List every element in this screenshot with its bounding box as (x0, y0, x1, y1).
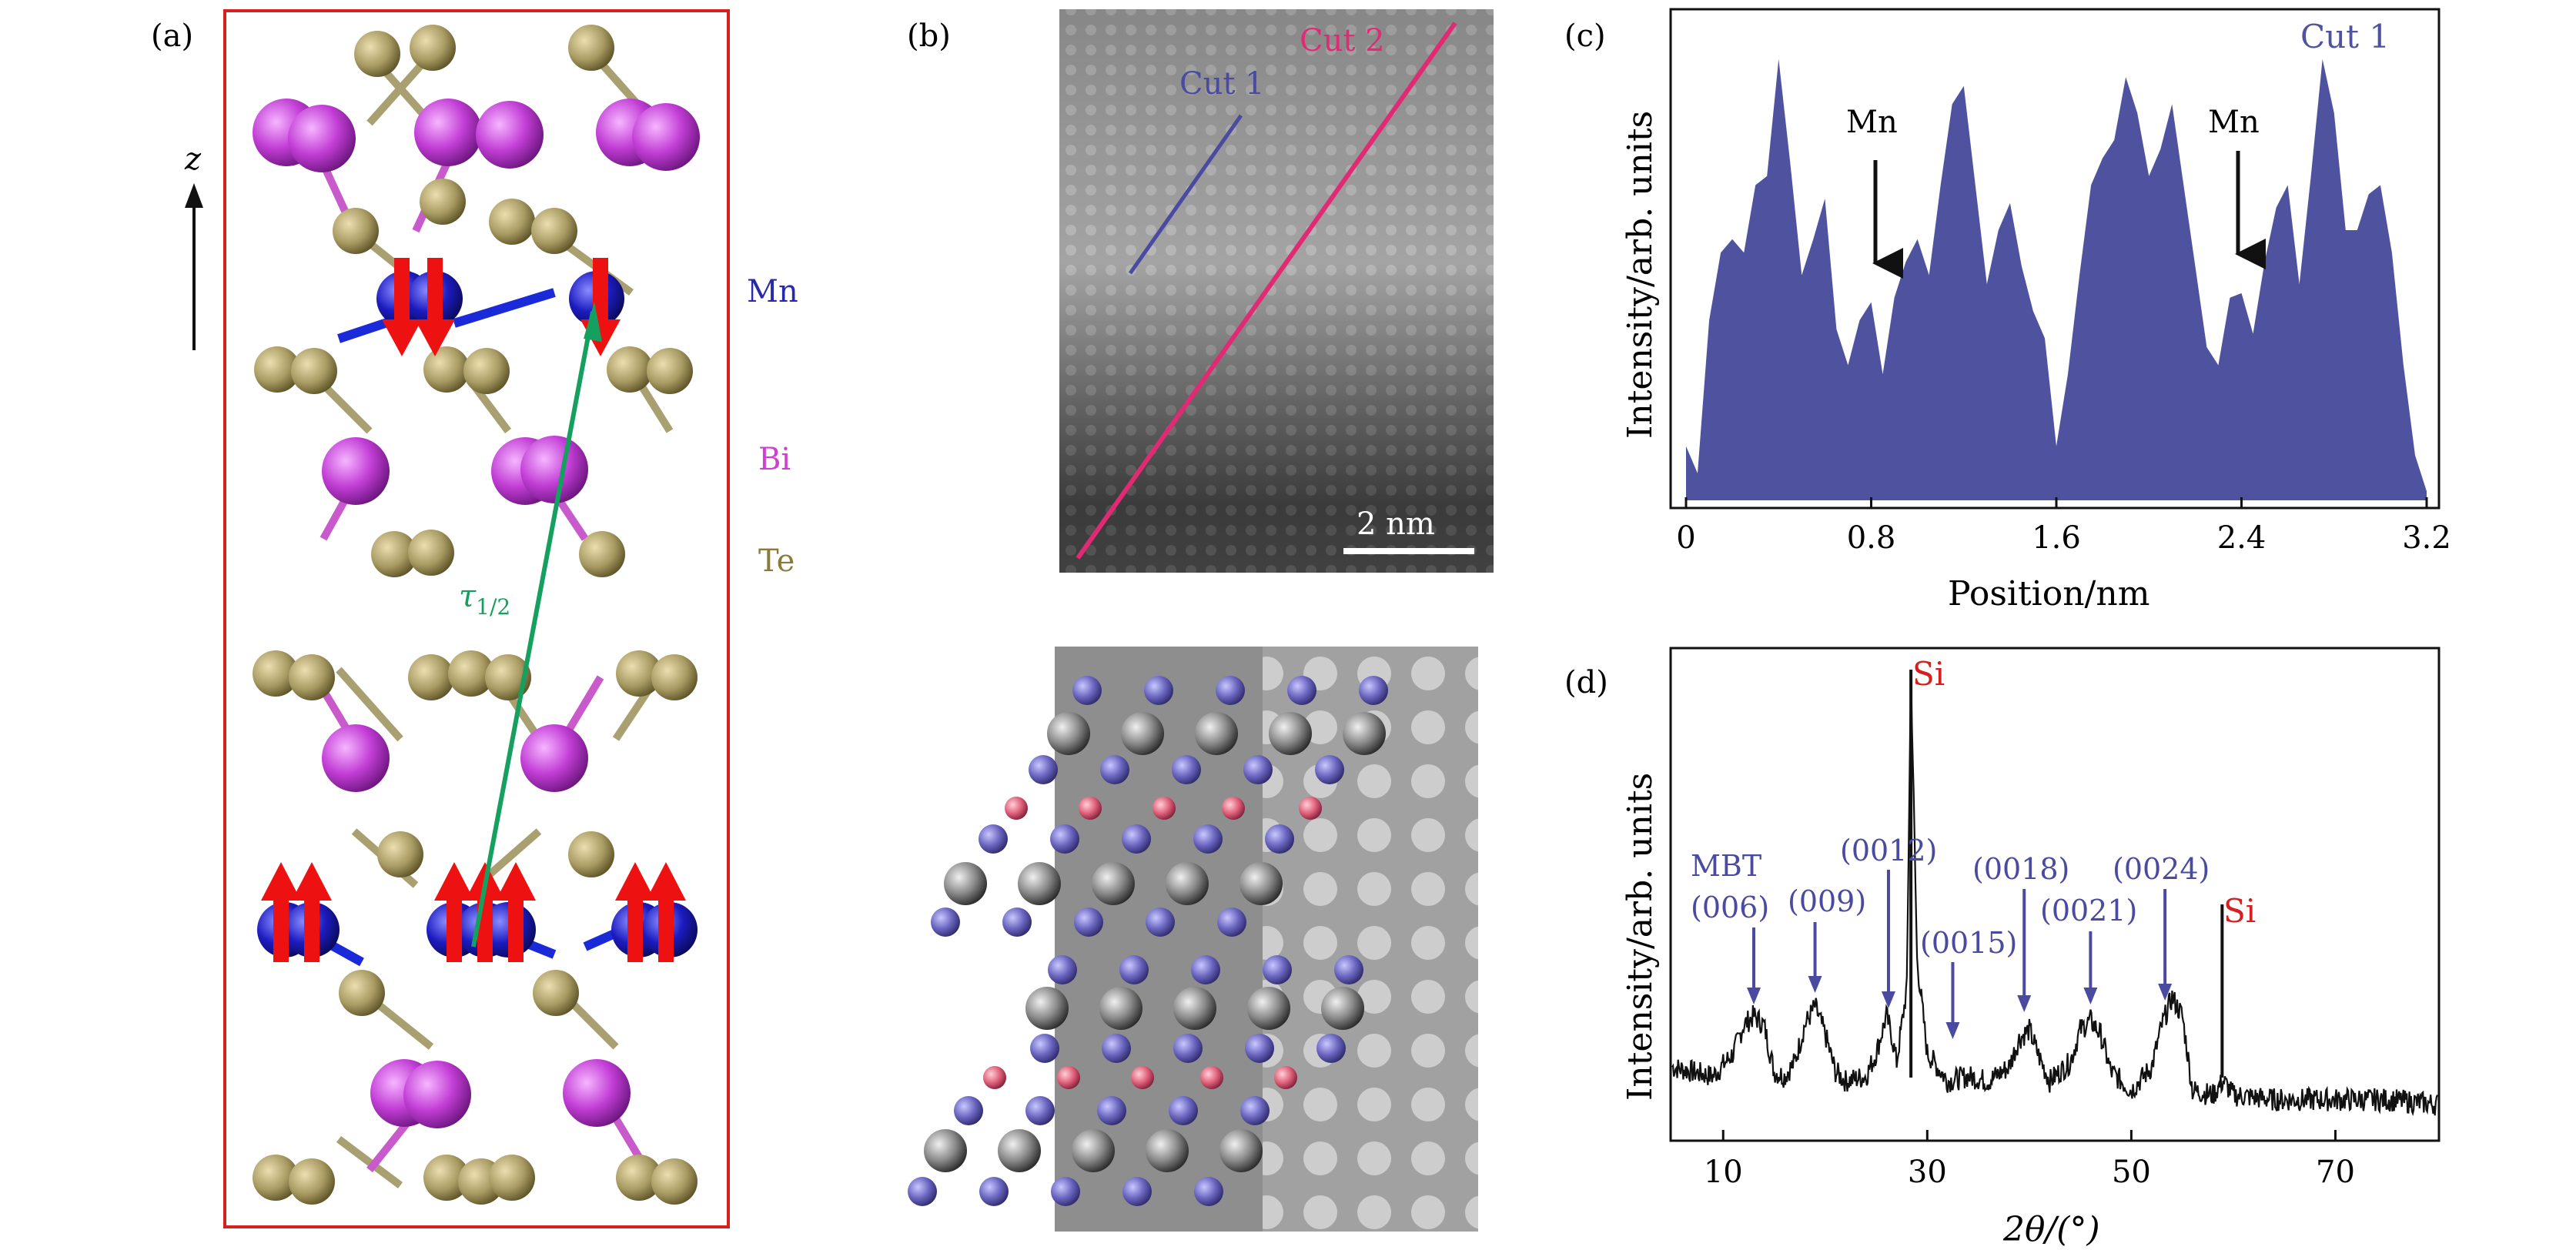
chart-d-label-006: (006) (1691, 891, 1769, 924)
chart-c-frame (1669, 8, 2441, 510)
panel-d-label: (d) (1564, 665, 1608, 700)
chart-c-plot (1686, 58, 2427, 500)
scale-bar (1343, 548, 1474, 554)
legend-bi: Bi (758, 442, 791, 477)
model-mn-atoms (983, 797, 1322, 1089)
chart-c-area-series (1686, 58, 2427, 500)
chart-d-xtick-label: 50 (2112, 1155, 2151, 1190)
chart-d-plot (1671, 670, 2439, 1117)
z-axis-arrowhead (185, 183, 203, 208)
chart-d-label-009: (009) (1788, 884, 1866, 918)
legend-te: Te (758, 543, 795, 579)
tau-vector-arrowhead (584, 302, 602, 342)
panel-c-label: (c) (1564, 18, 1606, 54)
chart-d-label-si-2: Si (2223, 892, 2256, 930)
tau-vector (471, 311, 595, 948)
chart-d-label-0024: (0024) (2113, 852, 2210, 886)
panel-c: (c) 0 0.8 1.6 2.4 3.2 Cut 1 Mn Mn Position/n… (1564, 8, 2451, 613)
cut2-label: Cut 2 (1300, 23, 1385, 58)
chart-c-annotation-mn-2: Mn (2208, 105, 2260, 140)
chart-c-xtick-label: 0.8 (1847, 520, 1896, 556)
legend-mn: Mn (747, 274, 798, 309)
chart-d-peak-arrow-head (2083, 988, 2098, 1004)
chart-d-frame (1669, 647, 2441, 1142)
chart-d-xtick-label: 70 (2316, 1155, 2355, 1190)
atom-model (908, 676, 1388, 1206)
chart-c-xtick-label: 1.6 (2032, 520, 2081, 556)
chart-d-xtick-label: 30 (1908, 1155, 1947, 1190)
chart-d-peak-arrow-head (1747, 988, 1761, 1004)
cut2-line (1076, 22, 1457, 560)
chart-c-xticks: 0 0.8 1.6 2.4 3.2 (1676, 497, 2451, 556)
panel-d: (d) 10 30 50 70 MBT (006) (009) (0012) (001… (1564, 647, 2441, 1249)
tau-label: τ1/2 (459, 579, 510, 620)
chart-c-ylabel: Intensity/arb. units (1621, 111, 1660, 439)
chart-d-peak-arrow-head (1881, 991, 1895, 1008)
chart-d-label-0021: (0021) (2040, 894, 2137, 927)
chart-d-label-0018: (0018) (1972, 852, 2069, 886)
chart-c-xtick-label: 3.2 (2402, 520, 2451, 556)
chart-d-line-series (1671, 677, 2439, 1117)
chart-d-xtick-label: 10 (1704, 1155, 1743, 1190)
chart-c-xtick-label: 2.4 (2217, 520, 2267, 556)
chart-c-annotation-mn-1: Mn (1846, 105, 1898, 140)
panel-b-label: (b) (907, 18, 951, 54)
model-bi-atoms (924, 712, 1386, 1172)
panel-a: (a) z (151, 9, 798, 1228)
chart-d-label-si-1: Si (1912, 655, 1945, 693)
chart-d-peak-arrow-head (1808, 976, 1822, 993)
bi-atoms (253, 99, 700, 1128)
z-axis-label: z (184, 142, 202, 177)
panel-a-label: (a) (151, 18, 193, 54)
unit-cell-frame (223, 9, 730, 1228)
chart-d-xlabel: 2θ/(°) (2002, 1210, 2100, 1249)
chart-d-ylabel: Intensity/arb. units (1621, 773, 1660, 1101)
chart-d-peak-arrow-head (1945, 1022, 1960, 1039)
chart-d-peak-arrows (1747, 870, 2173, 1039)
spin-up-arrows (261, 862, 686, 962)
chart-d-peak-arrow-head (2017, 995, 2032, 1012)
chart-d-label-0015: (0015) (1920, 926, 2017, 960)
panel-b: (b) Cut 1 Cut 2 2 nm (907, 9, 1494, 1232)
chart-d-xticks: 10 30 50 70 (1704, 1130, 2355, 1190)
scale-bar-label: 2 nm (1357, 506, 1435, 542)
chart-d-peak-arrow-head (2158, 984, 2173, 1001)
chart-d-label-mbt: MBT (1691, 849, 1761, 883)
chart-d-label-0012: (0012) (1840, 834, 1937, 867)
chart-c-xlabel: Position/nm (1948, 574, 2149, 613)
chart-c-legend: Cut 1 (2300, 18, 2390, 55)
chart-c-xtick-label: 0 (1676, 520, 1695, 556)
cut1-label: Cut 1 (1179, 66, 1265, 102)
te-atoms (253, 25, 698, 1205)
cut1-line (1128, 114, 1243, 275)
model-mn-te-atoms (908, 676, 1388, 1206)
